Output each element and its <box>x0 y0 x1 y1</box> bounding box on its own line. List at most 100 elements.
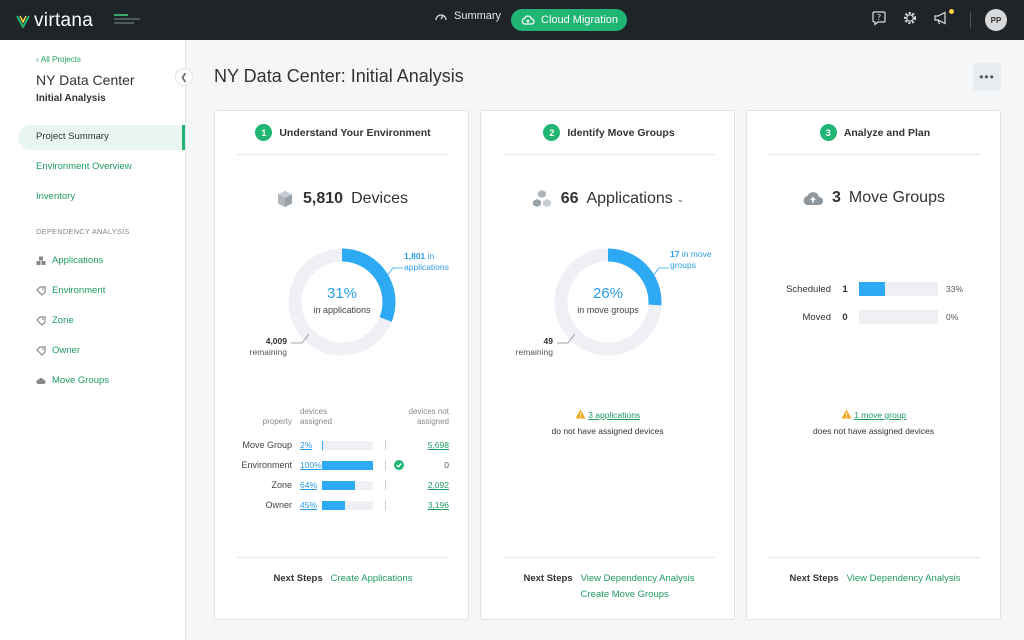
card-identify-move-groups: 2 Identify Move Groups 66 Applications ⌄… <box>480 110 735 620</box>
remaining-callout: 49 remaining <box>515 336 553 357</box>
create-applications-link[interactable]: Create Applications <box>330 573 413 584</box>
project-subtitle: Initial Analysis <box>36 93 106 104</box>
help-icon[interactable]: ? <box>871 10 887 26</box>
cloud-upload-icon <box>521 15 535 25</box>
sidebar-item-inventory[interactable]: Inventory <box>36 191 76 202</box>
view-dependency-analysis-link[interactable]: View Dependency Analysis <box>580 573 695 584</box>
warning-message: 3 applications do not have assigned devi… <box>481 409 734 436</box>
assigned-percent-link[interactable]: 2% <box>300 440 313 450</box>
assigned-bar-fill <box>322 500 345 510</box>
assigned-percent-link[interactable]: 45% <box>300 500 318 510</box>
warning-message: 1 move group does not have assigned devi… <box>747 409 1000 436</box>
sidebar-item-owner[interactable]: Owner <box>36 345 80 356</box>
applications-icon <box>532 190 551 207</box>
scheduled-row: Scheduled 1 33% <box>786 282 964 296</box>
gauge-icon <box>435 14 447 21</box>
topbar-divider <box>970 12 971 28</box>
move-group-warning-link[interactable]: 1 move group <box>854 410 907 420</box>
create-move-groups-link[interactable]: Create Move Groups <box>580 589 669 600</box>
summary-nav-button[interactable]: Summary <box>434 10 501 22</box>
applications-label: Applications <box>586 190 673 207</box>
scheduled-bar-fill <box>859 282 886 296</box>
check-circle-icon <box>394 460 404 470</box>
warning-icon <box>575 409 586 419</box>
gear-icon[interactable] <box>902 10 918 26</box>
card-title: Understand Your Environment <box>279 127 431 139</box>
sidebar-item-applications[interactable]: Applications <box>36 255 103 266</box>
not-assigned-value: 0 <box>444 460 449 470</box>
applications-donut-chart <box>288 248 396 356</box>
callout-line <box>651 267 669 278</box>
chevron-left-icon: ‹ <box>36 55 41 64</box>
cloud-icon <box>36 377 46 384</box>
next-steps: Next Steps View Dependency Analysis <box>769 557 981 584</box>
warning-text: does not have assigned devices <box>813 426 934 436</box>
collapse-sidebar-button[interactable]: ❮ <box>175 68 193 86</box>
next-steps-label: Next Steps <box>273 573 323 584</box>
megaphone-icon[interactable] <box>933 10 949 26</box>
column-header-assigned: devices assigned <box>300 407 333 426</box>
next-steps-label: Next Steps <box>789 573 839 584</box>
next-steps: Next Steps View Dependency Analysis Crea… <box>503 557 715 600</box>
project-title: NY Data Center <box>36 72 135 88</box>
card-understand-environment: 1 Understand Your Environment 5,810 Devi… <box>214 110 469 620</box>
menu-icon[interactable] <box>114 14 140 26</box>
card-title: Analyze and Plan <box>843 127 931 139</box>
moved-row: Moved 0 0% <box>802 310 959 324</box>
all-projects-link[interactable]: ‹ All Projects <box>36 55 81 64</box>
assigned-bar <box>322 480 373 490</box>
applications-stat[interactable]: 66 Applications ⌄ <box>481 189 734 209</box>
card-title: Identify Move Groups <box>567 127 675 139</box>
sidebar-item-environment[interactable]: Environment <box>36 285 105 296</box>
warning-text: do not have assigned devices <box>551 426 664 436</box>
moved-bar <box>859 310 938 324</box>
sidebar-item-zone[interactable]: Zone <box>36 315 74 326</box>
tag-icon <box>36 315 46 326</box>
view-dependency-analysis-link[interactable]: View Dependency Analysis <box>846 573 961 584</box>
sidebar-item-project-summary[interactable]: Project Summary <box>36 131 109 142</box>
table-row: Zone 64% 2,092 <box>271 480 449 490</box>
column-header-not-assigned: devices not assigned <box>408 407 449 426</box>
brand-name: virtana <box>34 10 94 31</box>
applications-warning-link[interactable]: 3 applications <box>588 410 641 420</box>
sidebar-item-environment-overview[interactable]: Environment Overview <box>36 161 132 172</box>
tag-icon <box>36 285 46 296</box>
not-assigned-link[interactable]: 3,196 <box>427 500 449 510</box>
card-header: 2 Identify Move Groups <box>503 124 715 155</box>
assigned-bar-fill <box>322 460 373 470</box>
step-number-badge: 3 <box>819 124 837 141</box>
assigned-callout: 1,801 in applications <box>404 251 449 272</box>
assigned-percent-link[interactable]: 100% <box>300 460 322 470</box>
virtana-logo[interactable]: virtana <box>16 10 93 32</box>
card-analyze-and-plan: 3 Analyze and Plan 3 Move Groups Schedul… <box>746 110 1001 620</box>
user-avatar[interactable]: PP <box>985 9 1007 31</box>
next-steps: Next Steps Create Applications <box>237 557 449 584</box>
move-groups-donut-chart <box>554 248 662 356</box>
card-header: 3 Analyze and Plan <box>769 124 981 155</box>
scheduled-bar <box>859 282 938 296</box>
sidebar: ‹ All Projects NY Data Center Initial An… <box>0 40 193 640</box>
step-number-badge: 2 <box>543 124 561 141</box>
not-assigned-link[interactable]: 5,698 <box>427 440 449 450</box>
move-groups-count: 3 <box>832 189 841 206</box>
move-groups-label: Move Groups <box>848 189 945 206</box>
table-header: property devices assigned devices not as… <box>237 407 449 427</box>
applications-count: 66 <box>560 190 579 207</box>
donut-sub-label: in move groups <box>577 305 639 315</box>
tag-icon <box>36 345 46 356</box>
not-assigned-link[interactable]: 2,092 <box>427 480 449 490</box>
cloud-migration-nav-button[interactable]: Cloud Migration <box>511 9 627 31</box>
sidebar-item-move-groups[interactable]: Move Groups <box>36 375 109 386</box>
callout-line <box>557 333 576 344</box>
page-title: NY Data Center: Initial Analysis <box>214 66 464 86</box>
devices-count: 5,810 <box>303 190 344 207</box>
step-number-badge: 1 <box>255 124 273 141</box>
donut-percent: 26% <box>592 285 624 302</box>
more-options-button[interactable]: ••• <box>973 63 1001 91</box>
donut-center-text: 31% in applications <box>287 285 397 315</box>
callout-line <box>385 267 403 278</box>
table-row: Owner 45% 3,196 <box>265 500 449 510</box>
table-row: Environment 100% 0 <box>241 460 449 470</box>
assigned-percent-link[interactable]: 64% <box>300 480 318 490</box>
column-header-property: property <box>262 417 292 426</box>
